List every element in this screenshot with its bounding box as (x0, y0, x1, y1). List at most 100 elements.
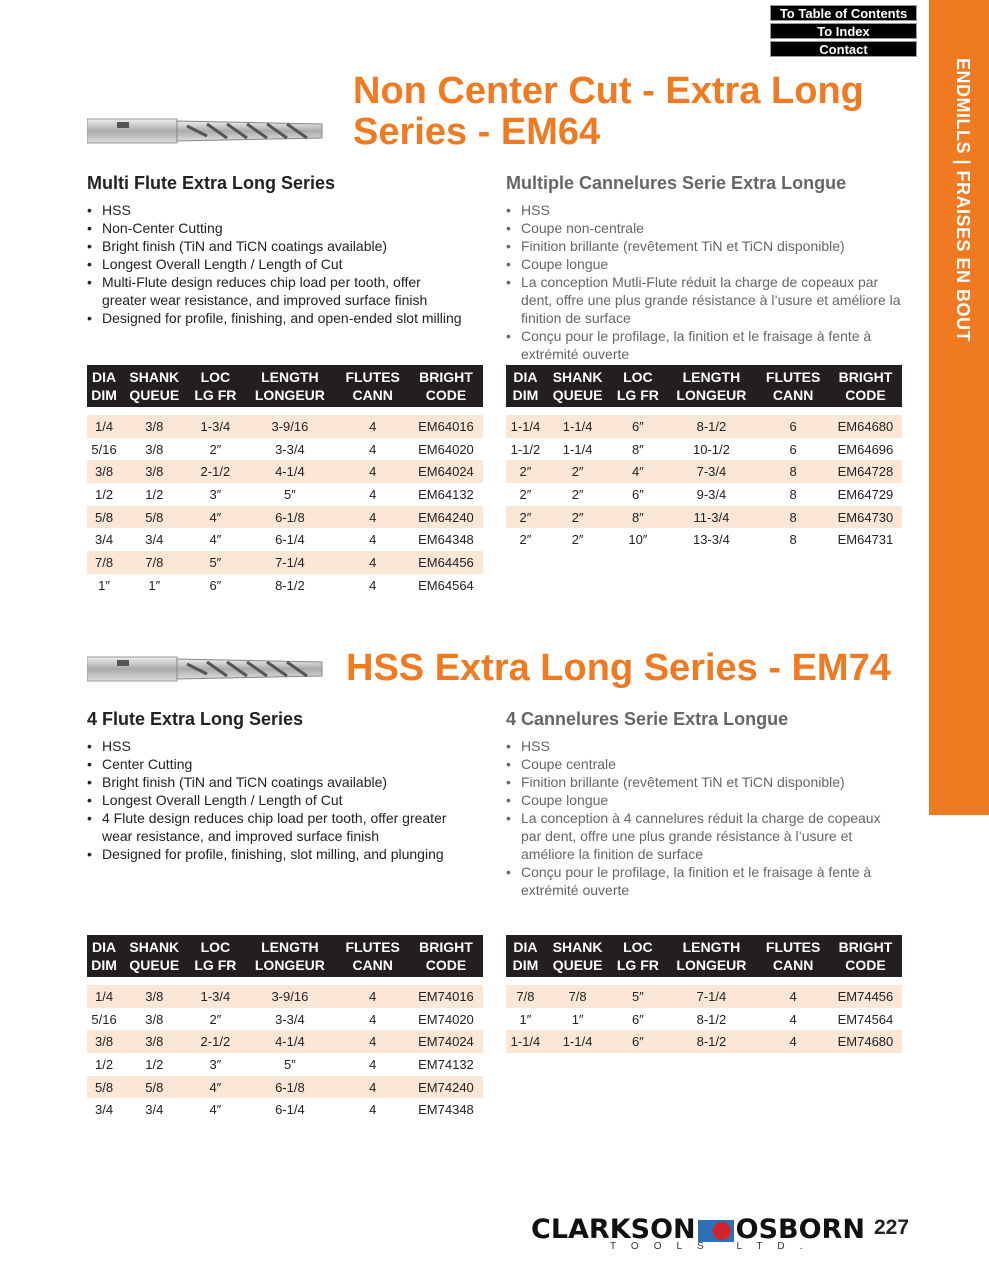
table-cell: EM64680 (828, 415, 902, 438)
table-cell: 2″ (544, 460, 611, 484)
table-cell: 5″ (187, 551, 244, 574)
table-cell: 6″ (631, 486, 644, 502)
table-cell: 4 (369, 441, 377, 457)
feature-item: Finition brillante (revêtement TiN et Ti… (506, 773, 886, 791)
endmill-image-em64 (87, 118, 323, 144)
table-cell: 2″ (571, 532, 584, 548)
index-link[interactable]: To Index (770, 23, 917, 39)
table-cell: 5/16 (91, 1011, 117, 1027)
table-row: 5/16 3/8 2″ 3-3/4 4 EM64020 (87, 438, 483, 461)
table-cell: EM74240 (408, 1075, 483, 1099)
table-cell: 6″ (610, 415, 666, 438)
feature-item: Coupe non-centrale (506, 219, 906, 237)
table-cell: 7/8 (121, 551, 188, 574)
table-row: 5/16 3/8 2″ 3-3/4 4 EM74020 (87, 1008, 483, 1031)
table-cell: 2-1/2 (187, 1030, 244, 1054)
table-cell: 10″ (628, 532, 648, 548)
en-feature-list: HSSNon-Center CuttingBright finish (TiN … (87, 201, 467, 327)
fr-feature-list: HSSCoupe centraleFinition brillante (rev… (506, 737, 886, 899)
table-cell: 4 (789, 1011, 797, 1027)
table-cell: 1-1/4 (506, 415, 545, 438)
table-cell: 1/2 (145, 486, 164, 502)
table-cell: 6″ (209, 577, 222, 593)
table-cell: 4 (757, 1030, 829, 1054)
table-cell: 3-9/16 (243, 415, 337, 438)
table-cell: 3″ (209, 1056, 222, 1072)
column-header: DIA DIM (87, 935, 122, 977)
column-header: BRIGHT CODE (408, 935, 483, 977)
table-cell: 4-1/4 (243, 460, 337, 484)
table-cell: EM74020 (418, 1011, 474, 1027)
table-cell: 5″ (283, 486, 296, 502)
table-row: 1″ 1″ 6″ 8-1/2 4 EM74564 (506, 1008, 902, 1031)
table-cell: 7-1/4 (665, 985, 758, 1008)
column-header: LOC LG FR (187, 935, 244, 977)
column-header: DIA DIM (506, 365, 545, 407)
table-cell: EM64729 (837, 486, 894, 502)
table-cell: 3/4 (145, 532, 164, 548)
feature-item: HSS (87, 737, 467, 755)
table-cell: 3/4 (95, 532, 114, 548)
brand-subtitle: TOOLS LTD. (610, 1241, 818, 1252)
feature-item: Multi-Flute design reduces chip load per… (87, 273, 467, 309)
table-cell: 3″ (209, 486, 222, 502)
table-cell: 3/4 (95, 1102, 114, 1118)
brand-right: OSBORN (735, 1214, 865, 1245)
table-cell: 2″ (544, 505, 611, 529)
table-cell: 1-1/4 (562, 441, 593, 457)
column-header: FLUTES CANN (336, 935, 409, 977)
column-header: BRIGHT CODE (828, 365, 902, 407)
table-cell: 13-3/4 (692, 532, 730, 548)
table-cell: 8-1/2 (665, 1030, 758, 1054)
table-cell: 10-1/2 (692, 441, 730, 457)
table-row: 1-1/4 1-1/4 6″ 8-1/2 4 EM74680 (506, 1030, 902, 1054)
table-cell: 4″ (187, 1075, 244, 1099)
table-cell: 3-3/4 (275, 1011, 305, 1027)
table-cell: 4-1/4 (243, 1030, 337, 1054)
fr-heading: 4 Cannelures Serie Extra Longue (506, 709, 789, 729)
table-cell: 1-1/4 (544, 1030, 611, 1054)
table-cell: 4″ (610, 460, 666, 484)
feature-item: HSS (506, 737, 886, 755)
feature-item: Designed for profile, finishing, slot mi… (87, 845, 467, 863)
column-header: BRIGHT CODE (408, 365, 483, 407)
feature-item: La conception Mutli-Flute réduit la char… (506, 273, 906, 327)
feature-item: La conception à 4 cannelures réduit la c… (506, 809, 886, 863)
table-cell: 4″ (209, 532, 222, 548)
table-cell: 4″ (209, 1102, 222, 1118)
table-cell: 8″ (631, 441, 644, 457)
table-cell: EM64348 (418, 532, 474, 548)
table-row: 5/8 5/8 4″ 6-1/8 4 EM64240 (87, 505, 483, 529)
table-cell: 3/8 (121, 460, 188, 484)
table-of-contents-link[interactable]: To Table of Contents (770, 5, 917, 21)
column-header: LOC LG FR (610, 365, 666, 407)
section-side-tab: ENDMILLS | FRAISES EN BOUT (929, 0, 989, 815)
table-cell: EM64564 (418, 577, 474, 593)
spec-table: DIA DIM SHANK QUEUE LOC LG FR LENGTH LONGEUR FLU… (87, 935, 483, 1121)
fr-feature-list: HSSCoupe non-centraleFinition brillante … (506, 201, 906, 363)
table-cell: 7/8 (544, 985, 611, 1008)
table-cell: 4 (336, 505, 409, 529)
contact-link[interactable]: Contact (770, 41, 917, 57)
table-cell: 1/2 (145, 1056, 164, 1072)
spec-table: DIA DIM SHANK QUEUE LOC LG FR LENGTH LONGEUR FLU… (506, 935, 902, 1054)
table-cell: EM74456 (828, 985, 902, 1008)
spec-table: DIA DIM SHANK QUEUE LOC LG FR LENGTH LONGEUR FLU… (506, 365, 902, 551)
feature-item: Designed for profile, finishing, and ope… (87, 309, 467, 327)
table-cell: EM74132 (418, 1056, 474, 1072)
column-header: LENGTH LONGEUR (665, 935, 758, 977)
table-cell: 4 (336, 415, 409, 438)
table-cell: 1-3/4 (187, 985, 244, 1008)
column-header: LENGTH LONGEUR (243, 365, 337, 407)
table-cell: 8 (757, 460, 829, 484)
table-row: 7/8 7/8 5″ 7-1/4 4 EM74456 (506, 985, 902, 1008)
table-cell: 3/8 (121, 1030, 188, 1054)
table-cell: EM74680 (828, 1030, 902, 1054)
table-cell: 3-3/4 (275, 441, 305, 457)
feature-item: Center Cutting (87, 755, 467, 773)
table-cell: 6 (789, 441, 797, 457)
table-row: 2″ 2″ 10″ 13-3/4 8 EM64731 (506, 528, 902, 551)
table-cell: 4 (336, 985, 409, 1008)
table-cell: 4 (757, 985, 829, 1008)
table-cell: 3/8 (121, 985, 188, 1008)
